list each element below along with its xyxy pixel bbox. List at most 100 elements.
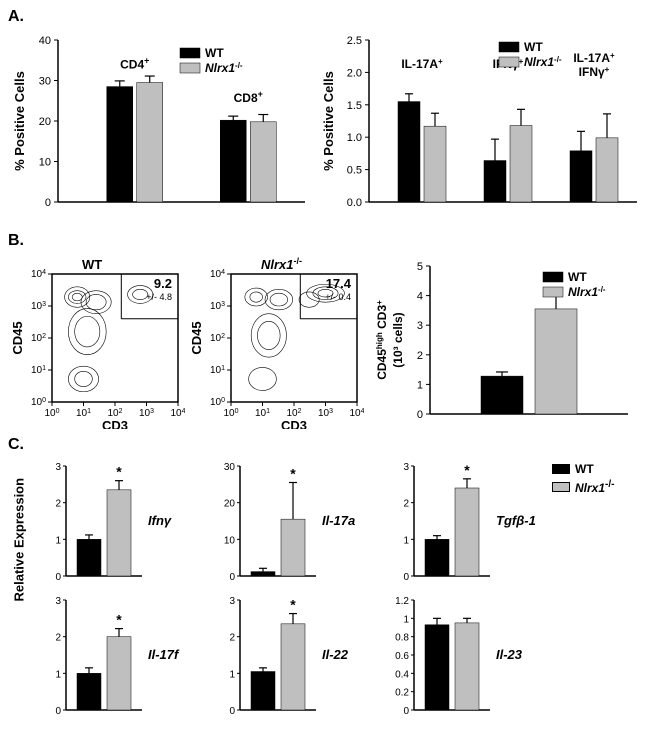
svg-text:101: 101 — [76, 408, 91, 420]
svg-text:2: 2 — [55, 633, 61, 644]
svg-text:CD45: CD45 — [189, 321, 204, 354]
svg-text:10: 10 — [224, 535, 236, 546]
svg-text:IL-17A+: IL-17A+ — [573, 51, 615, 66]
svg-text:20: 20 — [224, 499, 236, 510]
panel-a-left-chart: 010203040% Positive CellsCD4+CD8+WTNlrx1… — [10, 30, 315, 230]
panel-b-label: B. — [8, 232, 642, 250]
svg-text:102: 102 — [210, 333, 225, 345]
svg-text:IFNγ+: IFNγ+ — [579, 65, 610, 80]
svg-text:3: 3 — [229, 596, 235, 607]
svg-text:% Positive Cells: % Positive Cells — [12, 71, 27, 171]
panel-c-chart-1: 0102030*Il-17a — [206, 458, 376, 588]
svg-text:0: 0 — [55, 706, 61, 717]
svg-text:2: 2 — [229, 633, 235, 644]
panel-c-ylabel-wrap: Relative Expression — [8, 456, 30, 724]
svg-text:1: 1 — [403, 535, 409, 546]
panel-b-row: 100100101101102102103103104104CD3CD45WT9… — [8, 252, 642, 436]
svg-text:WT: WT — [82, 257, 102, 272]
svg-text:9.2: 9.2 — [154, 276, 172, 291]
svg-text:103: 103 — [31, 301, 46, 313]
svg-text:0: 0 — [229, 572, 235, 583]
svg-text:0: 0 — [229, 706, 235, 717]
svg-text:Nlrx1-/-: Nlrx1-/- — [261, 256, 302, 272]
svg-text:0: 0 — [45, 197, 51, 209]
svg-text:CD8+: CD8+ — [234, 89, 263, 105]
svg-text:2.0: 2.0 — [347, 67, 362, 79]
svg-text:103: 103 — [210, 301, 225, 313]
svg-text:1: 1 — [229, 669, 235, 680]
panel-a-label: A. — [8, 8, 642, 26]
svg-text:WT: WT — [524, 40, 543, 54]
svg-text:5: 5 — [417, 261, 423, 273]
svg-text:40: 40 — [39, 35, 51, 47]
svg-text:Il-23: Il-23 — [496, 647, 523, 662]
svg-text:1: 1 — [417, 379, 423, 391]
panel-a-row: 010203040% Positive CellsCD4+CD8+WTNlrx1… — [8, 28, 642, 232]
svg-text:100: 100 — [31, 397, 46, 409]
svg-text:0.5: 0.5 — [347, 165, 362, 177]
svg-text:CD3: CD3 — [102, 418, 128, 429]
panel-c-row: Relative Expression 0123*Ifnγ 0102030*Il… — [8, 456, 642, 724]
svg-text:*: * — [464, 462, 470, 478]
svg-text:Ifnγ: Ifnγ — [148, 513, 172, 528]
panel-c-ylabel: Relative Expression — [12, 579, 27, 601]
svg-text:*: * — [290, 466, 296, 482]
svg-text:Tgfβ-1: Tgfβ-1 — [496, 513, 536, 528]
svg-text:101: 101 — [31, 365, 46, 377]
svg-text:2: 2 — [417, 350, 423, 362]
panel-c-label: C. — [8, 436, 642, 454]
svg-text:2.5: 2.5 — [347, 35, 362, 47]
svg-text:1: 1 — [55, 669, 61, 680]
svg-text:101: 101 — [210, 365, 225, 377]
svg-text:3: 3 — [55, 462, 61, 473]
svg-text:*: * — [116, 612, 122, 628]
svg-text:+/- 4.8: +/- 4.8 — [146, 292, 172, 302]
svg-text:104: 104 — [170, 408, 185, 420]
svg-text:3: 3 — [417, 320, 423, 332]
svg-text:WT: WT — [568, 270, 587, 284]
legend-wt-text: WT — [575, 462, 594, 476]
svg-text:17.4: 17.4 — [326, 276, 352, 291]
panel-c-chart-2: 0 1 2 3 * Tgfβ-1 — [380, 458, 550, 588]
svg-text:100: 100 — [210, 397, 225, 409]
svg-text:1.5: 1.5 — [347, 100, 362, 112]
svg-text:CD45: CD45 — [10, 321, 25, 354]
legend-wt-swatch — [552, 464, 570, 474]
svg-text:103: 103 — [139, 408, 154, 420]
svg-text:20: 20 — [39, 116, 51, 128]
svg-text:0.6: 0.6 — [395, 651, 409, 662]
panel-b-facs-ko: 100100101101102102103103104104CD3CD45Nlr… — [189, 254, 364, 434]
svg-text:30: 30 — [39, 76, 51, 88]
panel-a-right-chart: 0.00.51.01.52.02.5% Positive CellsIL-17A… — [319, 30, 644, 230]
svg-text:Nlrx1-/-: Nlrx1-/- — [568, 285, 606, 300]
svg-text:0: 0 — [403, 572, 409, 583]
svg-text:Il-22: Il-22 — [322, 647, 349, 662]
svg-text:103: 103 — [318, 408, 333, 420]
svg-text:CD45high CD3+: CD45high CD3+ — [375, 300, 390, 380]
svg-text:Nlrx1-/-: Nlrx1-/- — [205, 61, 243, 76]
svg-text:0.0: 0.0 — [347, 197, 362, 209]
svg-text:Nlrx1-/-: Nlrx1-/- — [524, 55, 562, 70]
svg-text:0.2: 0.2 — [395, 688, 409, 699]
svg-text:% Positive Cells: % Positive Cells — [321, 71, 336, 171]
svg-text:1: 1 — [403, 614, 409, 625]
svg-text:3: 3 — [403, 462, 409, 473]
svg-text:Il-17a: Il-17a — [322, 513, 355, 528]
svg-text:(10³ cells): (10³ cells) — [391, 312, 405, 367]
panel-c-grid: 0123*Ifnγ 0102030*Il-17a 0123*Tgfβ-1 WT … — [30, 456, 640, 724]
legend-ko-swatch — [552, 482, 570, 492]
svg-text:0.8: 0.8 — [395, 633, 409, 644]
svg-text:101: 101 — [255, 408, 270, 420]
svg-text:100: 100 — [223, 408, 238, 420]
svg-text:0: 0 — [403, 706, 409, 717]
svg-text:*: * — [290, 597, 296, 613]
panel-c-chart-0: 0123*Ifnγ — [32, 458, 202, 588]
svg-text:1: 1 — [55, 535, 61, 546]
svg-text:2: 2 — [403, 499, 409, 510]
svg-text:WT: WT — [205, 46, 224, 60]
svg-text:0: 0 — [417, 409, 423, 421]
svg-text:3: 3 — [55, 596, 61, 607]
svg-text:0.4: 0.4 — [395, 669, 409, 680]
svg-text:IL-17A+: IL-17A+ — [401, 57, 443, 72]
svg-text:CD3: CD3 — [281, 418, 307, 429]
